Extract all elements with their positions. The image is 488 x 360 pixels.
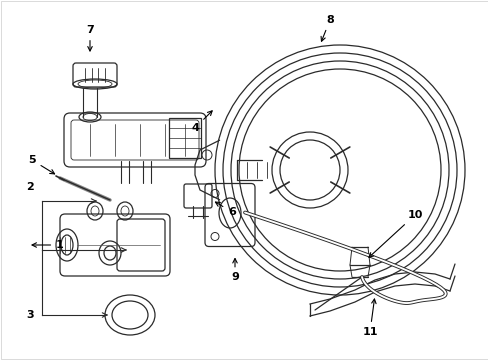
Text: 9: 9 (231, 258, 239, 283)
Text: 11: 11 (362, 299, 377, 337)
Text: 10: 10 (368, 210, 422, 257)
Text: 1: 1 (32, 240, 64, 250)
Text: 5: 5 (28, 155, 55, 174)
Bar (169, 118, 201, 158)
Text: 4: 4 (191, 111, 212, 133)
Text: 6: 6 (215, 202, 235, 217)
Text: 8: 8 (321, 15, 333, 41)
Text: 7: 7 (86, 25, 94, 51)
Text: 2: 2 (26, 182, 34, 192)
Text: 3: 3 (26, 310, 34, 320)
